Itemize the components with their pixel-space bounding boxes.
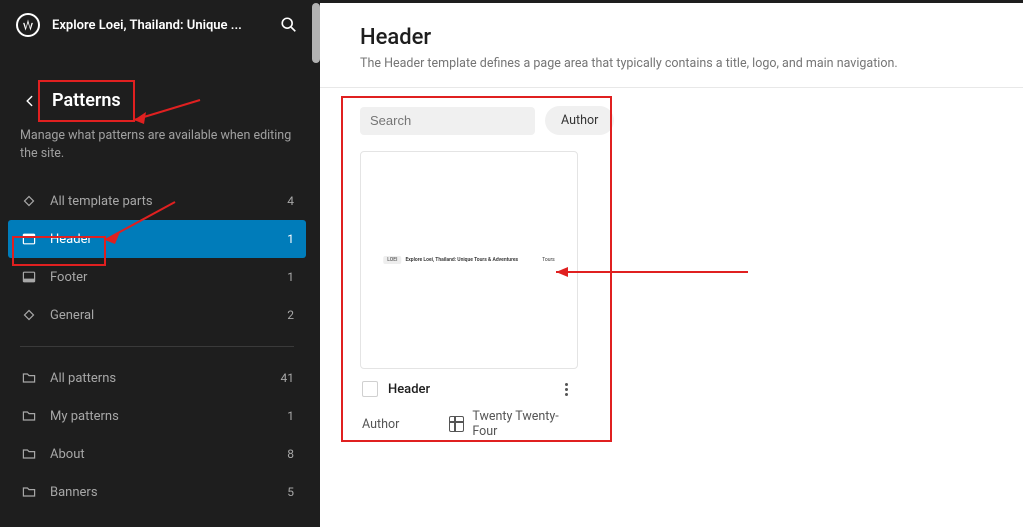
diamond-icon (20, 306, 38, 324)
pattern-name: Header (388, 382, 546, 397)
back-row: Patterns (0, 50, 314, 119)
main-panel: Header The Header template defines a pag… (320, 3, 1023, 527)
pattern-card[interactable]: LOEI Explore Loei, Thailand: Unique Tour… (360, 151, 578, 369)
folder-icon (20, 407, 38, 425)
back-button[interactable] (20, 91, 40, 111)
sidebar-item-label: Footer (50, 270, 275, 285)
sidebar-item-label: Banners (50, 485, 275, 500)
theme-name: Twenty Twenty-Four (472, 409, 576, 439)
pattern-grid: LOEI Explore Loei, Thailand: Unique Tour… (320, 145, 1023, 449)
template-parts-group: All template parts 4 Header 1 Footer 1 G… (0, 182, 314, 334)
sidebar-item-label: All patterns (50, 371, 269, 386)
folder-icon (20, 369, 38, 387)
pattern-checkbox[interactable] (362, 381, 378, 397)
search-input[interactable] (370, 113, 546, 128)
sidebar-item-count: 1 (287, 409, 294, 423)
toolbar: Author (320, 88, 1023, 145)
sidebar-item-label: My patterns (50, 409, 275, 424)
scrollbar-thumb[interactable] (312, 3, 320, 63)
sidebar-item-general[interactable]: General 2 (8, 296, 306, 334)
preview-badge: LOEI (383, 256, 401, 264)
sidebar-item-label: Header (50, 232, 275, 247)
sidebar-item-about[interactable]: About 8 (8, 435, 306, 473)
page-description: Manage what patterns are available when … (0, 119, 314, 182)
sidebar: Explore Loei, Thailand: Unique ... Patte… (0, 0, 314, 527)
sidebar-item-all-patterns[interactable]: All patterns 41 (8, 359, 306, 397)
main-header: Header The Header template defines a pag… (320, 3, 1023, 88)
patterns-group: All patterns 41 My patterns 1 About 8 Ba… (0, 359, 314, 511)
main-title: Header (360, 25, 983, 50)
sidebar-item-banners[interactable]: Banners 5 (8, 473, 306, 511)
search-field[interactable] (360, 107, 535, 135)
search-icon[interactable] (280, 16, 298, 34)
more-menu-icon[interactable] (556, 379, 576, 399)
sidebar-item-my-patterns[interactable]: My patterns 1 (8, 397, 306, 435)
sidebar-item-header[interactable]: Header 1 (8, 220, 306, 258)
main-description: The Header template defines a page area … (360, 56, 983, 71)
folder-icon (20, 483, 38, 501)
preview-text: Explore Loei, Thailand: Unique Tours & A… (405, 257, 518, 263)
site-title[interactable]: Explore Loei, Thailand: Unique ... (52, 18, 268, 33)
author-filter-button[interactable]: Author (545, 106, 614, 135)
pattern-preview: LOEI Explore Loei, Thailand: Unique Tour… (383, 256, 554, 264)
sidebar-item-label: General (50, 308, 275, 323)
theme-icon (449, 416, 464, 432)
sidebar-item-count: 4 (287, 194, 294, 208)
sidebar-item-count: 1 (287, 270, 294, 284)
pattern-meta: Author Twenty Twenty-Four (360, 405, 578, 443)
folder-icon (20, 445, 38, 463)
header-icon (20, 230, 38, 248)
sidebar-item-count: 5 (287, 485, 294, 499)
sidebar-item-label: About (50, 447, 275, 462)
theme-info: Twenty Twenty-Four (449, 409, 576, 439)
page-title: Patterns (52, 90, 121, 111)
sidebar-item-count: 1 (287, 232, 294, 246)
wordpress-logo[interactable] (16, 13, 40, 37)
diamond-icon (20, 192, 38, 210)
sidebar-item-count: 8 (287, 447, 294, 461)
footer-icon (20, 268, 38, 286)
preview-right: Tours (542, 257, 555, 263)
sidebar-item-footer[interactable]: Footer 1 (8, 258, 306, 296)
pattern-footer: Header (360, 369, 578, 405)
sidebar-item-label: All template parts (50, 194, 275, 209)
topbar: Explore Loei, Thailand: Unique ... (0, 0, 314, 50)
divider (20, 346, 294, 347)
sidebar-item-count: 2 (287, 308, 294, 322)
sidebar-item-count: 41 (281, 371, 295, 385)
meta-label: Author (362, 417, 399, 432)
sidebar-item-all-template-parts[interactable]: All template parts 4 (8, 182, 306, 220)
